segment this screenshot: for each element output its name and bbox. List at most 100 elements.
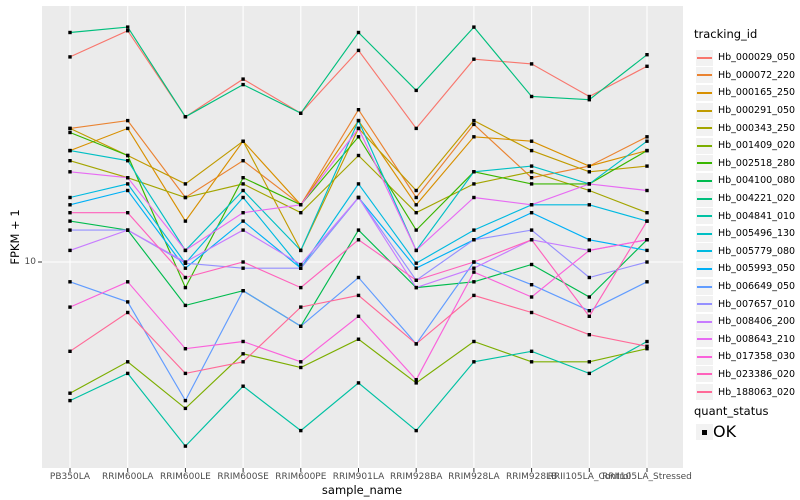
- legend-color-line-icon: [697, 56, 712, 59]
- data-point: [183, 275, 188, 280]
- data-point: [241, 139, 245, 143]
- data-point: [183, 248, 188, 253]
- data-point: [645, 53, 649, 57]
- data-point: [126, 25, 130, 29]
- legend-key-swatch: [696, 296, 713, 313]
- data-point: [587, 188, 591, 193]
- legend-key-swatch: [696, 102, 713, 119]
- x-tick-label: RRIM600PE: [275, 472, 327, 482]
- data-point: [126, 371, 130, 376]
- data-point: [356, 108, 361, 112]
- data-point: [299, 211, 303, 215]
- data-point: [472, 339, 476, 344]
- legend-label: Hb_000165_250: [718, 87, 796, 99]
- data-point: [356, 126, 361, 131]
- legend-key-swatch: [696, 137, 713, 154]
- data-point: [68, 398, 72, 403]
- data-point: [529, 139, 534, 143]
- legend-color-line-icon: [697, 320, 712, 323]
- data-point: [356, 228, 361, 232]
- data-point: [414, 342, 418, 346]
- legend-item-Hb_008643_210: Hb_008643_210: [696, 331, 795, 349]
- data-point: [356, 153, 361, 158]
- data-point: [356, 337, 361, 341]
- legend-key-swatch: [696, 313, 713, 330]
- legend-color-line-icon: [697, 162, 712, 165]
- data-point: [472, 360, 476, 364]
- data-point: [241, 159, 245, 163]
- legend-item-Hb_002518_280: Hb_002518_280: [696, 155, 795, 173]
- data-point: [68, 148, 72, 153]
- data-point: [68, 219, 72, 223]
- x-tick-label: RRIM928LA: [448, 472, 500, 482]
- data-point: [68, 159, 72, 163]
- data-point: [529, 170, 534, 174]
- legend-color-line-icon: [697, 285, 712, 288]
- data-point: [472, 293, 476, 298]
- data-point: [529, 176, 534, 180]
- data-point: [68, 170, 72, 174]
- data-point: [472, 238, 476, 242]
- data-point: [414, 211, 418, 215]
- data-point: [68, 30, 72, 35]
- data-point: [356, 118, 361, 123]
- legend-key-swatch: [696, 348, 713, 365]
- data-point: [299, 285, 303, 290]
- data-point: [414, 195, 418, 200]
- data-point: [587, 170, 591, 174]
- data-point: [645, 164, 649, 168]
- data-point: [126, 211, 130, 215]
- legend-color-line-icon: [697, 74, 712, 77]
- data-point: [587, 275, 591, 280]
- data-point: [472, 118, 476, 123]
- data-point: [183, 285, 188, 290]
- data-point: [356, 238, 361, 242]
- data-point: [529, 310, 534, 315]
- data-point: [472, 228, 476, 232]
- data-point: [529, 262, 534, 267]
- data-point: [587, 295, 591, 299]
- legend-item-Hb_005779_080: Hb_005779_080: [696, 243, 795, 261]
- data-point: [241, 228, 245, 232]
- x-tick-label: RRIM600LA: [101, 472, 154, 482]
- data-point: [587, 182, 591, 186]
- legend-item-Hb_005993_050: Hb_005993_050: [696, 260, 795, 278]
- legend-item-Hb_000165_250: Hb_000165_250: [696, 84, 795, 102]
- data-point: [241, 211, 245, 215]
- legend-label: Hb_017358_030: [718, 351, 796, 363]
- data-point: [472, 195, 476, 200]
- data-point: [68, 203, 72, 207]
- data-point: [645, 238, 649, 242]
- data-point: [414, 285, 418, 290]
- data-point: [241, 188, 245, 193]
- data-point: [529, 211, 534, 215]
- data-point: [356, 48, 361, 53]
- data-point: [529, 295, 534, 299]
- data-point: [529, 360, 534, 364]
- data-point: [472, 57, 476, 61]
- legend-label: Hb_005496_130: [718, 228, 796, 240]
- data-point: [241, 77, 245, 81]
- data-point: [241, 266, 245, 270]
- data-point: [645, 280, 649, 284]
- data-point: [645, 347, 649, 351]
- panel-background: [42, 6, 683, 468]
- x-tick-label: RRIM928BA: [389, 472, 443, 482]
- data-point: [299, 428, 303, 433]
- data-point: [472, 25, 476, 29]
- x-tick-label: RRIM928LB: [505, 472, 558, 482]
- data-point: [645, 344, 649, 348]
- data-point: [472, 266, 476, 270]
- legend-key-swatch: [696, 190, 713, 207]
- data-point: [414, 378, 418, 382]
- legend-label: Hb_000291_050: [718, 105, 796, 117]
- data-point: [529, 148, 534, 153]
- data-point: [356, 275, 361, 280]
- data-point: [472, 122, 476, 127]
- data-point: [183, 260, 188, 264]
- legend-item-Hb_004221_020: Hb_004221_020: [696, 190, 795, 208]
- legend-color-line-icon: [697, 232, 712, 235]
- data-point: [414, 228, 418, 232]
- data-point: [587, 333, 591, 337]
- data-point: [241, 339, 245, 344]
